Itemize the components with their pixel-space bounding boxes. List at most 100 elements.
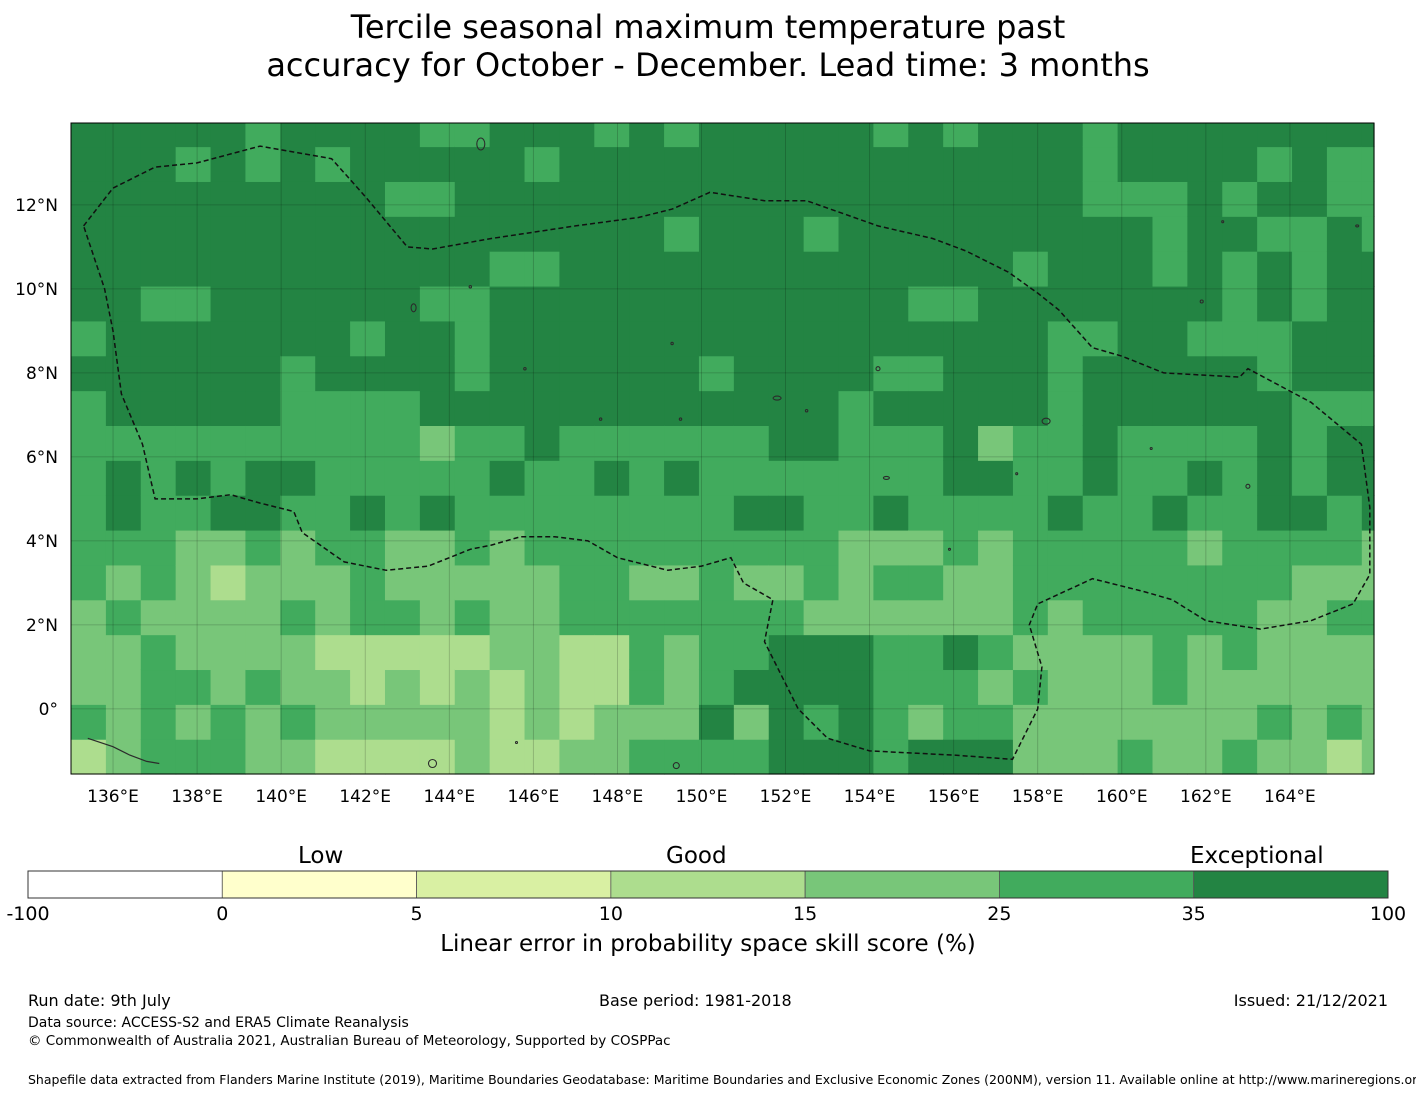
grid-cell bbox=[1292, 739, 1328, 775]
grid-cell bbox=[210, 704, 247, 740]
grid-cell bbox=[175, 704, 212, 740]
grid-cell bbox=[1117, 599, 1154, 636]
colorbar-label: Linear error in probability space skill … bbox=[440, 931, 976, 957]
grid-cell bbox=[489, 123, 526, 148]
grid-cell bbox=[594, 425, 630, 461]
grid-cell bbox=[629, 495, 665, 531]
grid-cell bbox=[698, 425, 735, 461]
grid-cell bbox=[71, 704, 107, 740]
grid-cell bbox=[210, 355, 247, 392]
grid-cell bbox=[489, 739, 526, 775]
grid-cell bbox=[803, 529, 840, 566]
grid-cell bbox=[559, 355, 595, 392]
grid-cell bbox=[175, 634, 212, 671]
grid-cell bbox=[210, 285, 247, 322]
grid-cell bbox=[1047, 460, 1084, 496]
grid-cell bbox=[908, 704, 944, 740]
grid-cell bbox=[1117, 495, 1154, 531]
island bbox=[804, 408, 809, 413]
grid-cell bbox=[1047, 390, 1084, 426]
grid-cell bbox=[280, 123, 316, 148]
grid-cell bbox=[1082, 425, 1119, 461]
grid-cell bbox=[664, 251, 700, 287]
grid-cell bbox=[838, 529, 874, 566]
grid-cell bbox=[803, 390, 840, 426]
grid-cell bbox=[315, 669, 351, 705]
legend-category-exceptional: Exceptional bbox=[1190, 843, 1324, 869]
grid-cell bbox=[978, 599, 1014, 636]
grid-cell bbox=[594, 123, 630, 148]
grid-cell bbox=[384, 564, 421, 601]
grid-cell bbox=[1222, 285, 1258, 322]
grid-cell bbox=[803, 216, 840, 252]
skill-grid bbox=[71, 123, 1375, 775]
grid-cell bbox=[698, 634, 735, 671]
grid-cell bbox=[419, 123, 456, 148]
grid-cell bbox=[629, 634, 665, 671]
longitude-tick-label: 142°E bbox=[339, 787, 391, 807]
grid-cell bbox=[768, 425, 805, 461]
grid-cell bbox=[384, 425, 421, 461]
island bbox=[427, 758, 438, 769]
grid-cell bbox=[419, 285, 456, 322]
grid-cell bbox=[1361, 251, 1375, 287]
grid-cell bbox=[978, 739, 1014, 775]
grid-cell bbox=[838, 251, 874, 287]
grid-cell bbox=[733, 123, 770, 148]
grid-cell bbox=[419, 599, 456, 636]
grid-cell bbox=[1152, 599, 1188, 636]
grid-cell bbox=[140, 146, 177, 182]
grid-cell bbox=[524, 320, 561, 357]
grid-cell bbox=[175, 739, 212, 775]
grid-cell bbox=[594, 251, 630, 287]
grid-cell bbox=[454, 739, 491, 775]
grid-cell bbox=[873, 634, 909, 671]
grid-cell bbox=[838, 390, 874, 426]
grid-cell bbox=[350, 704, 386, 740]
grid-cell bbox=[245, 704, 281, 740]
grid-cell bbox=[629, 425, 665, 461]
grid-cell bbox=[1292, 460, 1328, 496]
grid-cell bbox=[803, 181, 840, 217]
grid-cell bbox=[838, 216, 874, 252]
colorbar-tick-label: 100 bbox=[1370, 903, 1406, 925]
grid-cell bbox=[454, 599, 491, 636]
grid-cell bbox=[768, 704, 805, 740]
grid-cell bbox=[350, 425, 386, 461]
data-source: Data source: ACCESS-S2 and ERA5 Climate … bbox=[28, 1015, 409, 1031]
grid-cell bbox=[1361, 390, 1375, 426]
grid-cell bbox=[315, 529, 351, 566]
grid-cell bbox=[71, 251, 107, 287]
grid-cell bbox=[978, 529, 1014, 566]
grid-cell bbox=[210, 251, 247, 287]
grid-cell bbox=[1326, 146, 1363, 182]
grid-cell bbox=[1117, 564, 1154, 601]
grid-cell bbox=[350, 390, 386, 426]
grid-cell bbox=[489, 634, 526, 671]
grid-cell bbox=[1361, 739, 1375, 775]
grid-cell bbox=[908, 146, 944, 182]
grid-cell bbox=[1222, 704, 1258, 740]
grid-cell bbox=[1117, 123, 1154, 148]
grid-cell bbox=[1292, 495, 1328, 531]
grid-cell bbox=[1047, 355, 1084, 392]
grid-cell bbox=[1257, 669, 1293, 705]
grid-cell bbox=[1117, 460, 1154, 496]
grid-cell bbox=[140, 251, 177, 287]
grid-cell bbox=[978, 123, 1014, 148]
island bbox=[772, 395, 782, 401]
grid-cell bbox=[489, 460, 526, 496]
grid-cell bbox=[908, 216, 944, 252]
grid-cell bbox=[454, 704, 491, 740]
grid-cell bbox=[943, 251, 979, 287]
grid-cell bbox=[350, 320, 386, 357]
grid-cell bbox=[1012, 181, 1049, 217]
grid-cell bbox=[733, 390, 770, 426]
grid-cell bbox=[140, 704, 177, 740]
grid-cell bbox=[978, 634, 1014, 671]
grid-cell bbox=[1326, 599, 1363, 636]
grid-cell bbox=[594, 460, 630, 496]
grid-cell bbox=[315, 495, 351, 531]
grid-cell bbox=[315, 320, 351, 357]
grid-cell bbox=[1117, 529, 1154, 566]
